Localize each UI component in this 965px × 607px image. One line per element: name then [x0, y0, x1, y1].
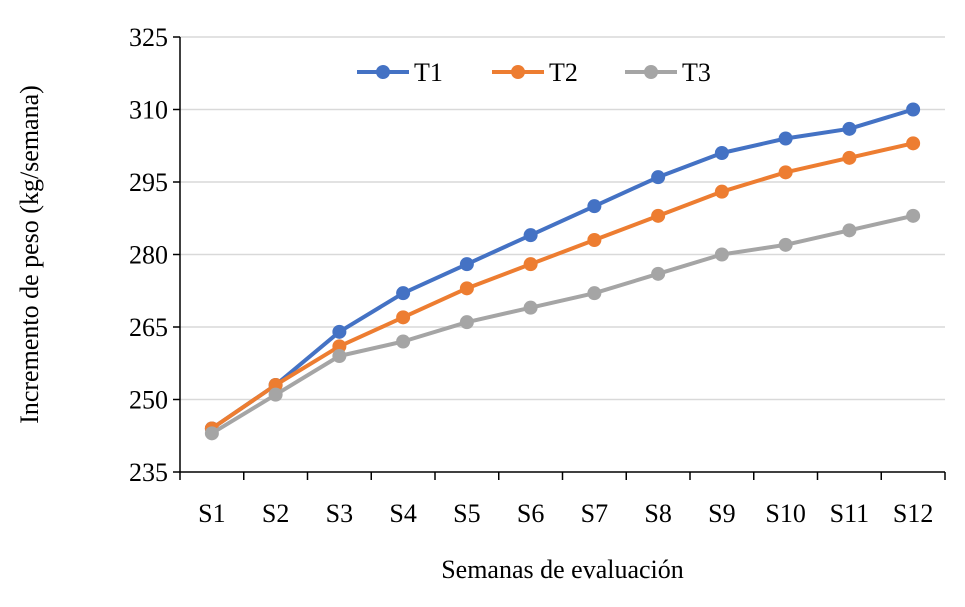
- y-axis-title: Incremento de peso (kg/semana): [15, 85, 44, 424]
- data-point: [778, 237, 793, 252]
- y-tick-label: 280: [129, 241, 168, 270]
- data-point: [778, 165, 793, 180]
- data-point: [842, 150, 857, 165]
- x-axis-ticks: S1 S2 S3 S4 S5 S6 S7 S8 S9 S10 S11 S12: [179, 472, 946, 528]
- legend-item-t3: T3: [625, 58, 711, 87]
- y-tick-label: 325: [129, 23, 168, 52]
- series-t1: [204, 102, 921, 436]
- series-t3: [204, 208, 921, 441]
- data-point: [396, 334, 411, 349]
- series-layer: [204, 102, 921, 441]
- x-tick-label: S11: [830, 499, 870, 528]
- x-tick-label: S4: [389, 499, 416, 528]
- data-point: [651, 170, 666, 185]
- x-tick-label: S5: [453, 499, 480, 528]
- y-tick-label: 265: [129, 313, 168, 342]
- data-point: [714, 247, 729, 262]
- data-point: [204, 426, 219, 441]
- gridlines: [180, 36, 945, 401]
- data-point: [523, 228, 538, 243]
- legend-label: T1: [414, 58, 443, 87]
- data-point: [906, 136, 921, 151]
- data-point: [778, 131, 793, 146]
- data-point: [714, 146, 729, 160]
- y-tick-label: 295: [129, 168, 168, 197]
- series-t2: [204, 136, 921, 436]
- data-point: [651, 266, 666, 281]
- x-tick-label: S3: [326, 499, 353, 528]
- data-point: [332, 339, 347, 354]
- y-tick-label: 310: [129, 96, 168, 125]
- data-point: [523, 300, 538, 315]
- data-point: [906, 208, 921, 223]
- x-tick-label: S2: [262, 499, 289, 528]
- x-tick-label: S7: [581, 499, 608, 528]
- data-point: [651, 208, 666, 223]
- legend-label: T2: [549, 58, 578, 87]
- x-tick-label: S12: [893, 499, 933, 528]
- data-point: [906, 102, 921, 117]
- x-tick-label: S10: [765, 499, 805, 528]
- data-point: [587, 286, 602, 301]
- data-point: [523, 257, 538, 272]
- data-point: [268, 378, 283, 392]
- data-point: [396, 310, 411, 325]
- legend-label: T3: [682, 58, 711, 87]
- data-point: [587, 199, 602, 214]
- x-tick-label: S1: [198, 499, 225, 528]
- x-tick-label: S8: [644, 499, 671, 528]
- series-line: [210, 213, 914, 436]
- data-point: [268, 387, 283, 402]
- legend-marker: [376, 65, 390, 79]
- legend-marker: [511, 65, 525, 79]
- data-point: [714, 184, 729, 199]
- data-point: [459, 281, 474, 296]
- x-axis-title: Semanas de evaluación: [441, 555, 684, 584]
- data-point: [459, 257, 474, 272]
- data-point: [332, 324, 347, 339]
- y-tick-label: 235: [129, 458, 168, 487]
- legend-marker: [644, 65, 658, 79]
- data-point: [842, 121, 857, 136]
- data-point: [396, 286, 411, 301]
- data-point: [842, 223, 857, 238]
- series-line: [210, 141, 914, 431]
- y-axis-ticks: 235 250 265 280 295 310 325: [129, 23, 180, 487]
- data-point: [459, 315, 474, 330]
- x-tick-label: S6: [517, 499, 544, 528]
- legend-item-t2: T2: [492, 58, 578, 87]
- series-line: [210, 107, 914, 431]
- data-point: [332, 349, 347, 363]
- x-tick-label: S9: [708, 499, 735, 528]
- legend: T1 T2 T3: [357, 58, 711, 87]
- legend-item-t1: T1: [357, 58, 443, 87]
- data-point: [587, 233, 602, 247]
- y-tick-label: 250: [129, 386, 168, 415]
